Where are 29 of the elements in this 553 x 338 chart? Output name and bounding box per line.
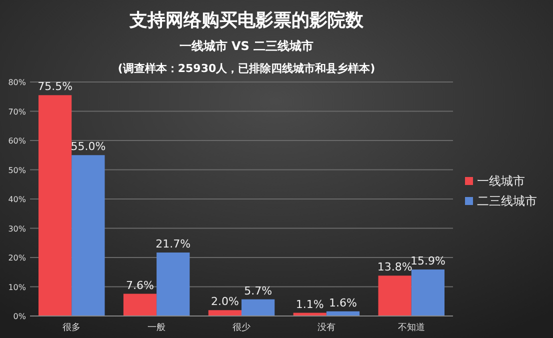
chart-title: 支持网络购买电影票的影院数 (128, 10, 364, 31)
x-tick-label: 很少 (232, 322, 250, 333)
x-tick-label: 不知道 (398, 322, 425, 333)
data-label: 2.0% (210, 295, 239, 308)
y-tick-label: 10% (8, 282, 26, 292)
x-tick-label: 没有 (317, 322, 336, 333)
y-tick-label: 20% (8, 254, 26, 262)
text: (调查样本：25930人，已排除四线城市和县乡样本) (118, 62, 376, 75)
x-tick-label: 一般 (148, 322, 166, 333)
y-tick-label: 40% (8, 195, 26, 204)
y-tick-label: 30% (8, 224, 26, 234)
data-label: 7.6% (126, 278, 154, 292)
data-label: 1.6% (329, 296, 357, 310)
legend-label: 一线城市 (477, 174, 525, 188)
data-label: 15.9% (410, 254, 446, 268)
data-label: 1.1% (296, 298, 324, 311)
chart-subtitle: 一线城市 VS 二三线城市 (179, 39, 314, 53)
data-label: 5.7% (244, 284, 272, 298)
x-tick-label: 很多 (62, 322, 81, 333)
y-tick-label: 60% (8, 136, 26, 146)
data-label: 13.8% (377, 260, 412, 274)
y-tick-label: 80% (8, 78, 26, 87)
y-tick-label: 0% (13, 312, 26, 321)
legend-label: 二三线城市 (477, 194, 537, 208)
data-label: 21.7% (156, 238, 191, 251)
data-label: 75.5% (38, 80, 73, 94)
y-tick-label: 70% (8, 107, 26, 116)
y-tick-label: 50% (8, 166, 26, 175)
data-label: 55.0% (70, 140, 106, 154)
